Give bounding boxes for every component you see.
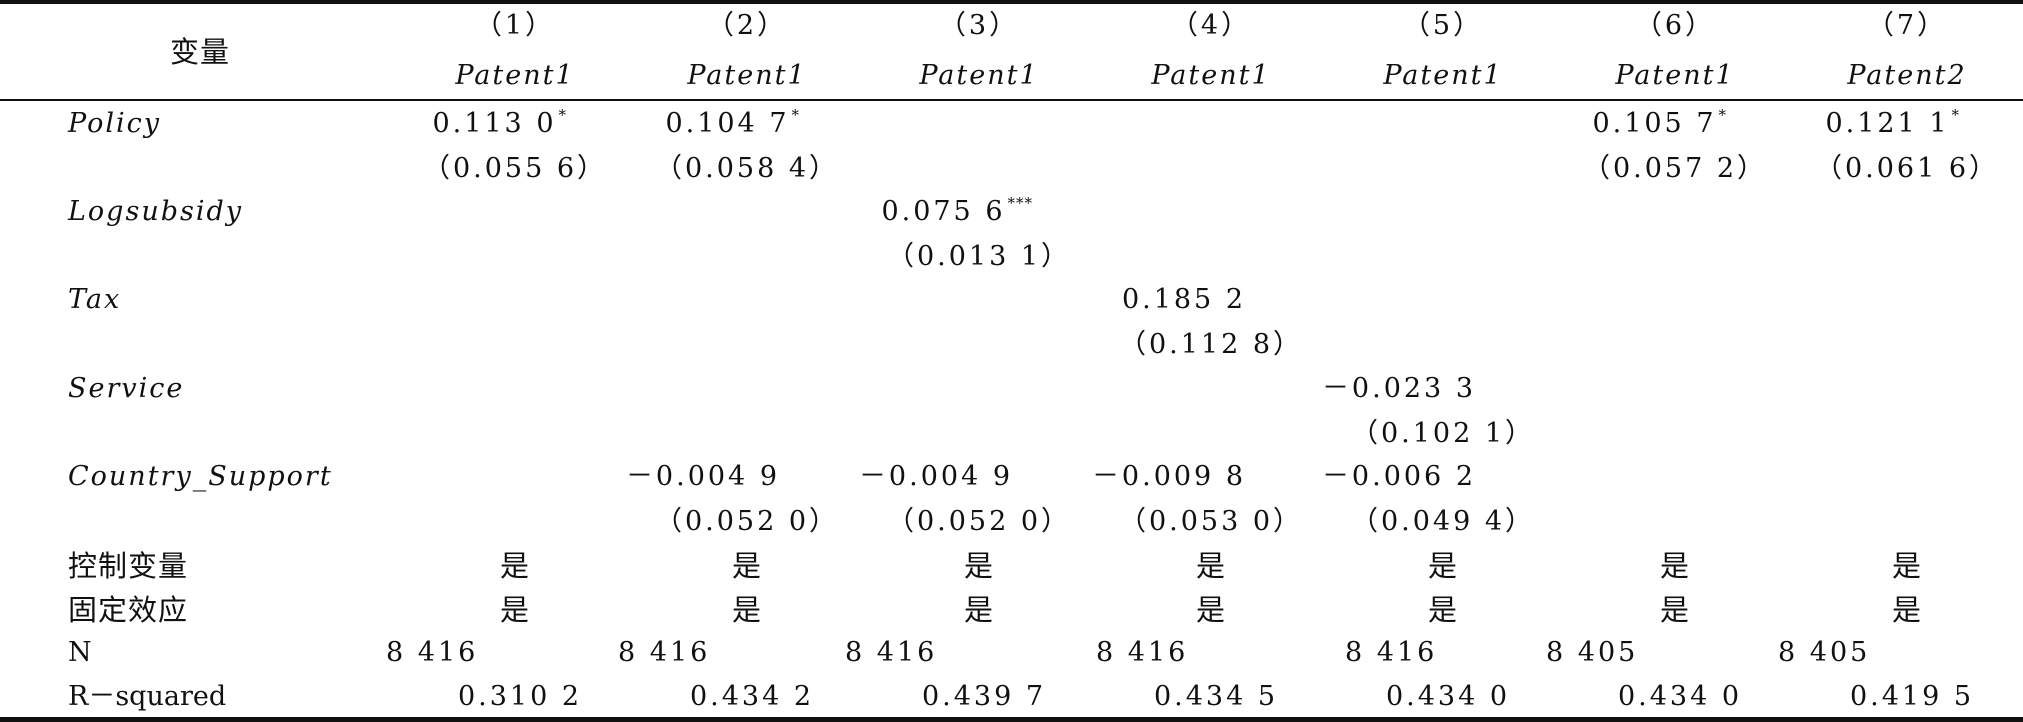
variable-name: Logsubsidy bbox=[68, 196, 244, 227]
coefficient: 0.185 2 bbox=[1122, 283, 1266, 317]
coefficient-value: 0.121 1 bbox=[1825, 108, 1950, 139]
observations-row-value: 8 416 bbox=[845, 637, 938, 668]
standard-error: （0.058 4） bbox=[654, 153, 840, 184]
standard-error: （0.112 8） bbox=[1118, 329, 1304, 360]
observations-row-label: N bbox=[68, 637, 92, 668]
observations-row-value: 8 416 bbox=[386, 637, 479, 668]
coefficient-value: －0.004 9 bbox=[625, 461, 780, 492]
r-squared-row-value: 0.434 5 bbox=[1153, 681, 1279, 712]
standard-error: （0.055 6） bbox=[422, 153, 608, 184]
significance-stars: *** bbox=[1007, 194, 1033, 212]
control-variables-row-value: 是 bbox=[1195, 549, 1227, 583]
standard-error: （0.013 1） bbox=[886, 241, 1072, 272]
fixed-effects-row-value: 是 bbox=[499, 593, 531, 627]
column-dependent-var-4: Patent1 bbox=[1151, 60, 1271, 91]
r-squared-row-value: 0.434 0 bbox=[1617, 681, 1743, 712]
column-number-7: （7） bbox=[1866, 10, 1948, 41]
coefficient: －0.023 3 bbox=[1322, 372, 1496, 406]
bottom-rule bbox=[0, 717, 2023, 722]
standard-error: （0.052 0） bbox=[886, 506, 1072, 537]
control-variables-row-value: 是 bbox=[1891, 549, 1923, 583]
column-dependent-var-1: Patent1 bbox=[455, 60, 575, 91]
column-dependent-var-5: Patent1 bbox=[1383, 60, 1503, 91]
coefficient-value: 0.185 2 bbox=[1121, 284, 1246, 315]
r-squared-row-value: 0.434 0 bbox=[1385, 681, 1511, 712]
header-rule bbox=[0, 99, 2023, 101]
coefficient-value: 0.113 0 bbox=[432, 108, 557, 139]
variable-name: Country_Support bbox=[68, 461, 333, 492]
fixed-effects-row-value: 是 bbox=[963, 593, 995, 627]
control-variables-row-value: 是 bbox=[963, 549, 995, 583]
coefficient-value: －0.006 2 bbox=[1321, 461, 1476, 492]
standard-error: （0.057 2） bbox=[1582, 153, 1768, 184]
column-number-3: （3） bbox=[938, 10, 1020, 41]
observations-row-value: 8 405 bbox=[1778, 637, 1871, 668]
observations-row-value: 8 416 bbox=[1345, 637, 1438, 668]
control-variables-row-label: 控制变量 bbox=[68, 549, 189, 583]
r-squared-row-value: 0.439 7 bbox=[921, 681, 1047, 712]
column-number-2: （2） bbox=[706, 10, 788, 41]
coefficient: 0.104 7 * bbox=[665, 107, 800, 141]
standard-error: （0.061 6） bbox=[1814, 153, 2000, 184]
standard-error: （0.053 0） bbox=[1118, 506, 1304, 537]
coefficient-value: －0.023 3 bbox=[1321, 373, 1476, 404]
r-squared-row-label: R－squared bbox=[68, 681, 227, 712]
column-number-6: （6） bbox=[1634, 10, 1716, 41]
fixed-effects-row-value: 是 bbox=[731, 593, 763, 627]
coefficient: －0.004 9 bbox=[859, 460, 1033, 494]
column-number-1: （1） bbox=[474, 10, 556, 41]
coefficient-value: 0.075 6 bbox=[881, 196, 1006, 227]
top-rule bbox=[0, 0, 2023, 4]
coefficient: 0.121 1 * bbox=[1825, 107, 1960, 141]
variable-name: Policy bbox=[68, 108, 161, 139]
column-dependent-var-2: Patent1 bbox=[687, 60, 807, 91]
observations-row-value: 8 416 bbox=[618, 637, 711, 668]
fixed-effects-row-value: 是 bbox=[1659, 593, 1691, 627]
control-variables-row-value: 是 bbox=[499, 549, 531, 583]
column-dependent-var-7: Patent2 bbox=[1847, 60, 1967, 91]
column-number-5: （5） bbox=[1402, 10, 1484, 41]
column-number-4: （4） bbox=[1170, 10, 1252, 41]
control-variables-row-value: 是 bbox=[1659, 549, 1691, 583]
significance-stars: * bbox=[1951, 106, 1960, 124]
control-variables-row-value: 是 bbox=[1427, 549, 1459, 583]
variable-name: Tax bbox=[68, 284, 122, 315]
coefficient-value: 0.104 7 bbox=[665, 108, 790, 139]
coefficient: －0.009 8 bbox=[1092, 460, 1266, 494]
variable-name: Service bbox=[68, 373, 185, 404]
coefficient-value: －0.009 8 bbox=[1091, 461, 1246, 492]
coefficient: 0.113 0 * bbox=[432, 107, 567, 141]
r-squared-row-value: 0.419 5 bbox=[1849, 681, 1975, 712]
fixed-effects-row-value: 是 bbox=[1891, 593, 1923, 627]
fixed-effects-row-value: 是 bbox=[1195, 593, 1227, 627]
column-dependent-var-6: Patent1 bbox=[1615, 60, 1735, 91]
fixed-effects-row-label: 固定效应 bbox=[68, 593, 189, 627]
r-squared-row-value: 0.310 2 bbox=[457, 681, 583, 712]
coefficient: 0.075 6 *** bbox=[881, 195, 1033, 229]
control-variables-row-value: 是 bbox=[731, 549, 763, 583]
standard-error: （0.049 4） bbox=[1350, 506, 1536, 537]
coefficient: －0.006 2 bbox=[1322, 460, 1496, 494]
coefficient-value: －0.004 9 bbox=[858, 461, 1013, 492]
r-squared-row-value: 0.434 2 bbox=[689, 681, 815, 712]
standard-error: （0.102 1） bbox=[1350, 418, 1536, 449]
column-dependent-var-3: Patent1 bbox=[919, 60, 1039, 91]
stub-header: 变量 bbox=[169, 35, 231, 69]
coefficient: 0.105 7 * bbox=[1592, 107, 1727, 141]
fixed-effects-row-value: 是 bbox=[1427, 593, 1459, 627]
observations-row-value: 8 416 bbox=[1096, 637, 1189, 668]
significance-stars: * bbox=[791, 106, 800, 124]
standard-error: （0.052 0） bbox=[654, 506, 840, 537]
observations-row-value: 8 405 bbox=[1546, 637, 1639, 668]
significance-stars: * bbox=[558, 106, 567, 124]
significance-stars: * bbox=[1718, 106, 1727, 124]
coefficient-value: 0.105 7 bbox=[1592, 108, 1717, 139]
coefficient: －0.004 9 bbox=[626, 460, 800, 494]
